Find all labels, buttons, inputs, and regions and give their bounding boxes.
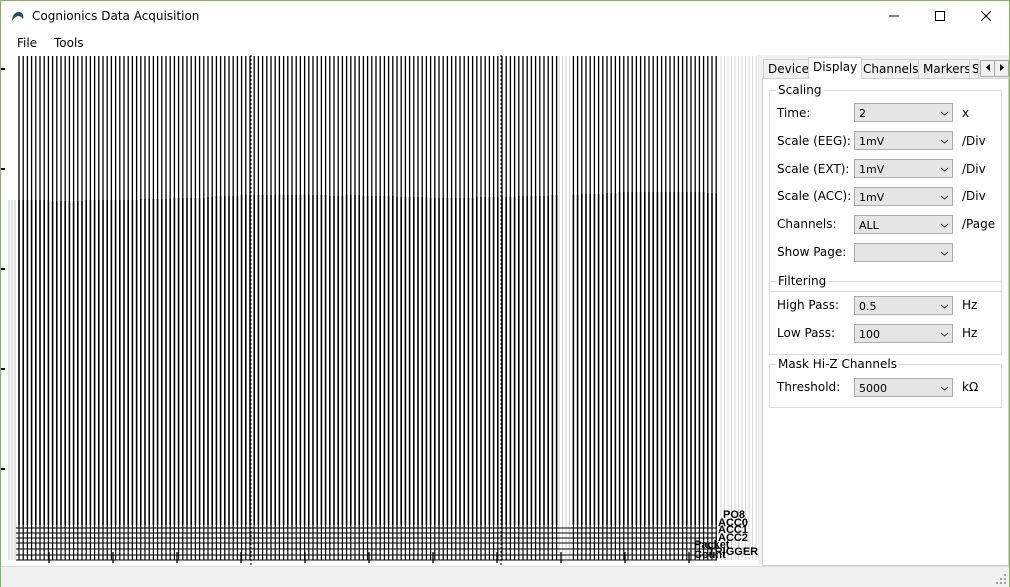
signal-traces [1,55,757,566]
threshold-label: Threshold: [777,380,841,394]
tab-overflow[interactable]: S [969,59,979,78]
channels-select[interactable]: ALL [854,215,953,234]
chevron-down-icon [941,167,948,172]
threshold-value: 5000 [859,382,887,395]
close-button[interactable] [963,1,1009,31]
scale-eeg-value: 1mV [859,135,885,148]
menu-tools[interactable]: Tools [54,36,84,50]
eeg-signal-plot[interactable]: PO8 ACC0 ACC1 ACC2 Packet Count TRIGGER [1,55,758,566]
tab-device[interactable]: Device [763,59,815,78]
scale-ext-label: Scale (EXT): [777,162,850,176]
minimize-button[interactable] [871,1,917,31]
threshold-select[interactable]: 5000 [854,378,953,397]
close-icon [980,10,992,22]
time-select[interactable]: 2 [854,103,953,122]
window-title: Cognionics Data Acquisition [32,9,200,23]
scale-acc-label: Scale (ACC): [777,189,852,203]
channels-label: Channels: [777,217,837,231]
threshold-unit: kΩ [962,380,979,394]
low-pass-label: Low Pass: [777,326,836,340]
channel-label: PO8 [723,509,746,521]
scale-eeg-unit: /Div [962,134,986,148]
tab-markers[interactable]: Markers [918,59,976,78]
maximize-icon [935,11,945,21]
chevron-down-icon [941,251,948,256]
resize-grip-icon[interactable] [995,573,1007,585]
high-pass-unit: Hz [962,298,978,312]
chevron-down-icon [941,332,948,337]
filtering-group: Filtering High Pass: 0.5 Hz Low Pass: 10… [769,274,1002,355]
minimize-icon [889,15,899,17]
scale-ext-unit: /Div [962,162,986,176]
high-pass-select[interactable]: 0.5 [854,296,953,315]
tab-strip: Device Display Channels Markers S [761,57,1009,79]
menu-bar: File Tools [1,31,1009,55]
scale-eeg-label: Scale (EEG): [777,134,851,148]
mask-hiz-group: Mask Hi-Z Channels Threshold: 5000 kΩ [769,357,1002,408]
arrow-left-icon [985,64,990,71]
scaling-group-title: Scaling [776,83,824,97]
scale-acc-unit: /Div [962,189,986,203]
chevron-down-icon [941,304,948,309]
scale-eeg-select[interactable]: 1mV [854,131,953,150]
menu-file[interactable]: File [17,36,38,50]
channel-label: ACC2 [718,532,748,544]
tab-scroll-left-button[interactable] [980,60,995,77]
scale-acc-select[interactable]: 1mV [854,187,953,206]
scale-acc-value: 1mV [859,191,885,204]
channels-unit: /Page [962,217,996,231]
scale-ext-select[interactable]: 1mV [854,159,953,178]
chevron-down-icon [941,386,948,391]
channel-label: TRIGGER [708,546,758,558]
low-pass-unit: Hz [962,326,978,340]
high-pass-value: 0.5 [859,300,877,313]
low-pass-select[interactable]: 100 [854,324,953,343]
low-pass-value: 100 [859,328,880,341]
time-unit: x [962,106,970,120]
title-bar[interactable]: Cognionics Data Acquisition [1,1,1009,31]
channel-label: ACC1 [718,524,748,536]
app-logo-icon [12,11,24,21]
time-select-value: 2 [859,107,866,120]
scaling-group: Scaling Time: 2 x Scale (EEG): 1mV /Div … [769,83,1002,292]
chevron-down-icon [941,111,948,116]
channels-value: ALL [859,219,879,232]
maximize-button[interactable] [917,1,963,31]
tab-scroll-right-button[interactable] [994,60,1009,77]
chevron-down-icon [941,223,948,228]
channel-label: Packet Count [694,539,730,561]
status-bar [1,566,1009,587]
arrow-right-icon [999,64,1004,71]
tab-channels[interactable]: Channels [858,59,924,78]
chevron-down-icon [941,139,948,144]
show-page-select[interactable] [854,243,953,262]
chevron-down-icon [941,195,948,200]
filtering-group-title: Filtering [776,274,829,288]
mask-hiz-group-title: Mask Hi-Z Channels [776,357,899,371]
high-pass-label: High Pass: [777,298,839,312]
time-label: Time: [777,106,811,120]
settings-panel: Device Display Channels Markers S Scalin… [758,55,1009,566]
display-tab-page: Scaling Time: 2 x Scale (EEG): 1mV /Div … [762,78,1009,566]
show-page-label: Show Page: [777,245,847,259]
scale-ext-value: 1mV [859,163,885,176]
tab-display[interactable]: Display [808,57,863,79]
channel-label: ACC0 [718,517,748,529]
